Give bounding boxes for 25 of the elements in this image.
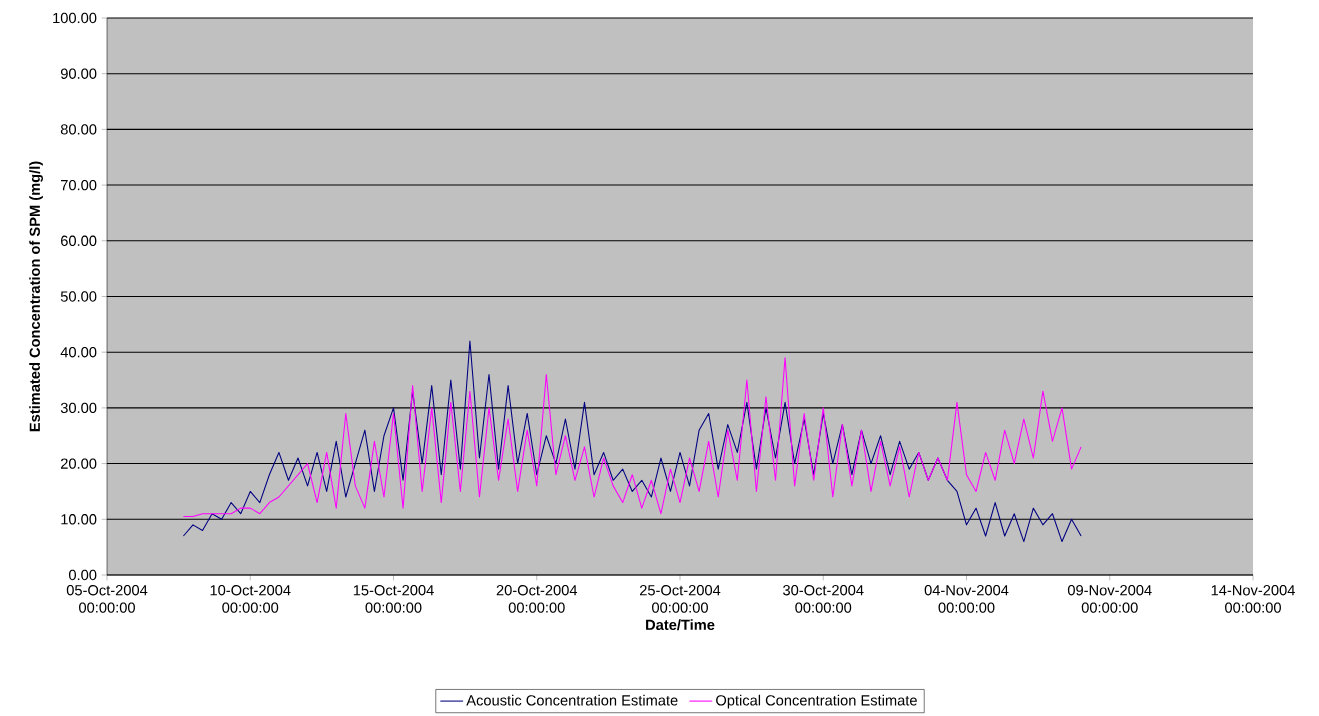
x-tick-label: 05-Oct-2004 00:00:00	[66, 585, 148, 613]
y-tick-label: 50.00	[60, 291, 97, 302]
x-tick-label: 09-Nov-2004 00:00:00	[1067, 585, 1152, 613]
x-tick-label: 10-Oct-2004 00:00:00	[210, 585, 291, 613]
legend-label: Acoustic Concentration Estimate	[466, 694, 678, 706]
x-tick-label: 20-Oct-2004 00:00:00	[496, 585, 578, 613]
y-tick-label: 100.00	[53, 12, 97, 24]
y-axis-title: Estimated Concentration of SPM (mg/l)	[29, 161, 43, 432]
y-tick-label: 20.00	[61, 458, 97, 469]
y-tick-label: 40.00	[60, 347, 97, 358]
x-tick-label: 15-Oct-2004 00:00:00	[353, 585, 434, 613]
x-tick-label: 04-Nov-2004 00:00:00	[924, 585, 1009, 613]
y-tick-label: 0.00	[68, 569, 97, 581]
x-tick-label: 30-Oct-2004 00:00:00	[783, 585, 864, 613]
y-tick-label: 30.00	[60, 402, 97, 414]
x-tick-label: 25-Oct-2004 00:00:00	[639, 585, 721, 613]
y-tick-label: 60.00	[61, 235, 97, 246]
y-tick-label: 10.00	[61, 514, 97, 525]
y-tick-label: 80.00	[60, 124, 97, 135]
line-series	[182, 340, 1082, 543]
legend-label: Optical Concentration Estimate	[716, 694, 917, 709]
y-tick-label: 70.00	[61, 179, 97, 191]
x-tick-label: 14-Nov-2004 00:00:00	[1211, 585, 1295, 613]
x-axis-title: Date/Time	[646, 619, 715, 631]
y-tick-label: 90.00	[60, 68, 97, 79]
